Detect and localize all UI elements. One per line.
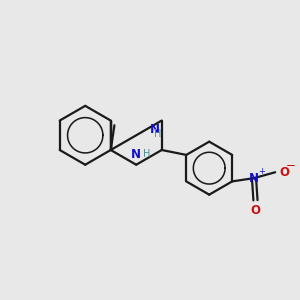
Text: O: O [250,204,260,217]
Text: H: H [143,149,150,159]
Text: H: H [154,129,161,139]
Text: +: + [258,167,265,176]
Text: −: − [286,159,296,172]
Text: N: N [249,172,259,184]
Text: N: N [150,123,160,136]
Text: O: O [280,166,290,179]
Text: N: N [131,148,141,161]
